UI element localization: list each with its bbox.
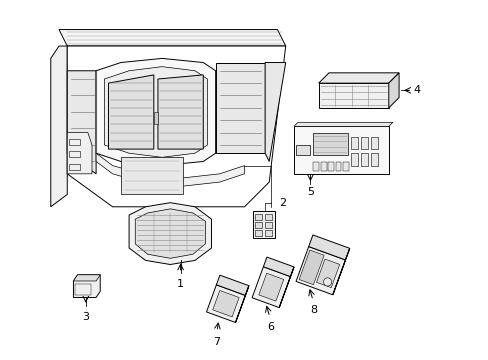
Text: 3: 3 <box>82 312 89 322</box>
Polygon shape <box>121 157 183 194</box>
Circle shape <box>297 159 308 171</box>
Polygon shape <box>67 71 96 174</box>
Bar <box>360 153 367 166</box>
Bar <box>312 132 347 155</box>
Bar <box>313 162 319 171</box>
Polygon shape <box>67 46 285 207</box>
Polygon shape <box>215 63 264 153</box>
Bar <box>370 153 377 166</box>
Polygon shape <box>104 67 207 157</box>
Bar <box>264 222 271 228</box>
Polygon shape <box>216 275 248 296</box>
Bar <box>318 83 388 108</box>
Bar <box>293 126 388 174</box>
Polygon shape <box>73 275 100 297</box>
Bar <box>342 162 348 171</box>
Bar <box>69 139 80 145</box>
Polygon shape <box>108 75 154 149</box>
Polygon shape <box>235 286 248 323</box>
Bar <box>320 162 326 171</box>
Bar <box>295 145 310 155</box>
Polygon shape <box>318 73 398 83</box>
Bar <box>350 153 358 166</box>
Polygon shape <box>293 122 392 126</box>
Polygon shape <box>51 46 67 207</box>
Polygon shape <box>299 250 324 285</box>
Polygon shape <box>263 257 293 276</box>
Bar <box>69 163 80 170</box>
Text: 1: 1 <box>177 279 184 289</box>
Text: 8: 8 <box>310 306 317 315</box>
Polygon shape <box>206 285 245 323</box>
Bar <box>69 151 80 157</box>
Bar <box>75 284 91 296</box>
Polygon shape <box>158 75 203 149</box>
Polygon shape <box>388 73 398 108</box>
Polygon shape <box>264 63 285 161</box>
Bar <box>254 214 262 220</box>
Text: 6: 6 <box>266 322 274 332</box>
Polygon shape <box>96 58 215 166</box>
Bar <box>264 230 271 236</box>
Bar <box>335 162 341 171</box>
Bar <box>350 137 358 149</box>
Polygon shape <box>332 248 349 295</box>
Polygon shape <box>129 203 211 265</box>
Polygon shape <box>252 267 290 307</box>
Polygon shape <box>96 153 244 186</box>
Polygon shape <box>154 112 158 124</box>
Polygon shape <box>67 132 92 174</box>
Bar <box>254 222 262 228</box>
Text: 4: 4 <box>413 85 420 95</box>
Polygon shape <box>295 247 345 295</box>
Bar <box>252 211 275 238</box>
Bar <box>370 137 377 149</box>
Bar <box>327 162 333 171</box>
Polygon shape <box>279 267 293 307</box>
Bar <box>264 214 271 220</box>
Polygon shape <box>135 209 205 258</box>
Polygon shape <box>212 291 239 317</box>
Polygon shape <box>316 259 339 288</box>
Polygon shape <box>308 235 349 260</box>
Circle shape <box>323 278 331 286</box>
Bar <box>360 137 367 149</box>
Bar <box>254 230 262 236</box>
Text: 5: 5 <box>306 188 313 197</box>
Polygon shape <box>258 273 283 301</box>
Text: 2: 2 <box>279 198 286 208</box>
Text: 7: 7 <box>213 337 220 347</box>
Polygon shape <box>73 275 100 281</box>
Polygon shape <box>59 30 285 46</box>
